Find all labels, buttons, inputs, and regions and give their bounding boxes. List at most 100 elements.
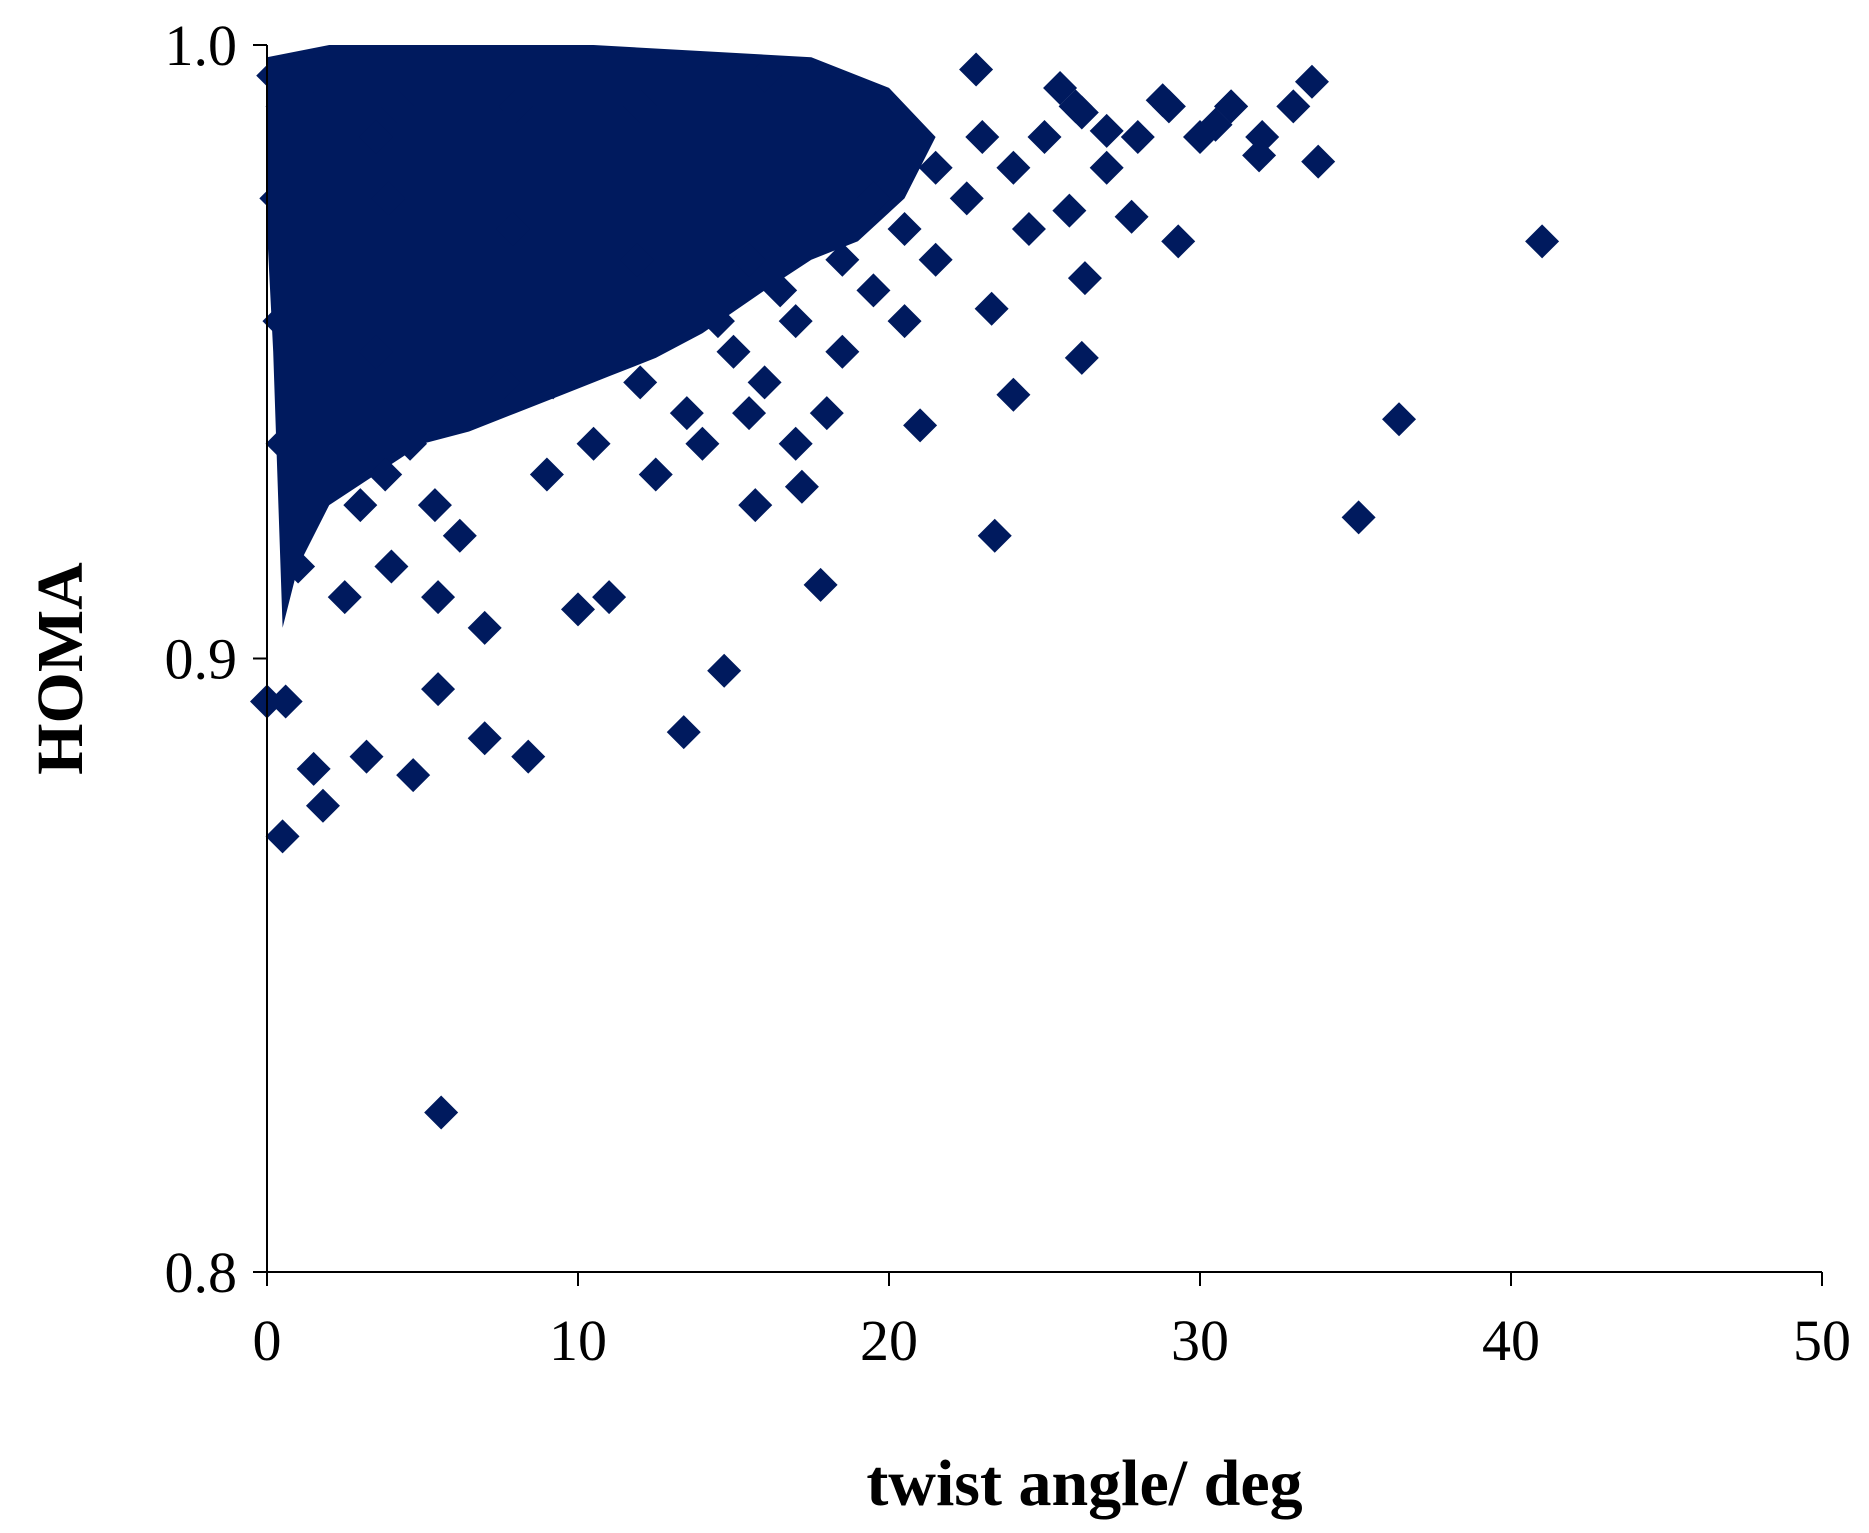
data-point: [498, 89, 533, 124]
data-point: [856, 181, 891, 216]
data-point: [396, 758, 431, 793]
data-point: [918, 150, 953, 185]
data-point: [1089, 150, 1124, 185]
y-axis-ticks: 0.8 0.9 1.0: [165, 13, 267, 1305]
data-point: [825, 242, 860, 277]
data-point: [265, 426, 300, 461]
data-point: [327, 580, 362, 615]
data-point: [1145, 83, 1180, 118]
data-point: [803, 567, 838, 602]
data-point: [654, 58, 689, 93]
data-point: [333, 365, 368, 400]
data-point: [1064, 95, 1099, 130]
data-point: [467, 120, 502, 155]
data-point: [1161, 224, 1196, 259]
data-point: [461, 304, 496, 339]
data-point: [309, 304, 344, 339]
y-tick-label: 0.8: [165, 1240, 238, 1305]
data-point: [1027, 120, 1062, 155]
data-point: [445, 181, 480, 216]
data-point: [638, 457, 673, 492]
y-axis-title: HOMA: [24, 562, 97, 775]
data-point: [486, 365, 521, 400]
data-point: [1089, 113, 1124, 148]
data-point: [561, 592, 595, 627]
data-point: [949, 181, 984, 216]
data-point: [716, 334, 751, 369]
x-tick-label: 40: [1482, 1308, 1540, 1373]
data-point: [887, 212, 922, 247]
data-point: [707, 653, 742, 688]
data-point: [1294, 64, 1329, 99]
data-point: [386, 304, 421, 339]
data-point: [545, 242, 580, 277]
data-point: [436, 334, 471, 369]
data-point: [312, 89, 347, 124]
data-point: [570, 212, 605, 247]
data-point: [421, 212, 456, 247]
data-point: [996, 150, 1031, 185]
data-point: [529, 58, 564, 93]
data-point: [1120, 120, 1155, 155]
x-axis-title: twist angle/ deg: [866, 1447, 1302, 1520]
data-point: [277, 212, 312, 247]
data-point: [1114, 199, 1149, 234]
data-point: [436, 89, 471, 124]
data-points: [250, 45, 1560, 1130]
dense-point-cluster: [267, 45, 936, 628]
data-point: [700, 304, 735, 339]
data-point: [1064, 340, 1099, 375]
data-point: [977, 518, 1012, 553]
data-point: [1341, 500, 1376, 535]
data-point: [1043, 70, 1078, 105]
data-point: [299, 181, 334, 216]
data-point: [738, 488, 773, 523]
x-tick-label: 10: [549, 1308, 607, 1373]
data-point: [268, 684, 303, 719]
data-point: [349, 739, 384, 774]
data-point: [996, 377, 1031, 412]
data-point: [417, 488, 452, 523]
data-point: [592, 580, 627, 615]
data-point: [576, 426, 611, 461]
data-point: [358, 334, 393, 369]
data-point: [965, 120, 1000, 155]
data-point: [262, 304, 297, 339]
data-point: [305, 788, 340, 823]
data-point: [1525, 224, 1560, 259]
data-point: [592, 120, 627, 155]
data-point: [778, 426, 813, 461]
data-point: [1067, 261, 1102, 296]
data-point: [346, 212, 381, 247]
data-point: [424, 1095, 459, 1130]
data-point: [265, 819, 300, 854]
data-point: [666, 715, 701, 750]
x-tick-label: 20: [860, 1308, 918, 1373]
data-point: [685, 426, 720, 461]
data-point: [396, 242, 431, 277]
x-axis-ticks: 0 10 20 30 40 50: [253, 1272, 1851, 1373]
data-point: [374, 549, 409, 584]
data-point: [358, 120, 393, 155]
data-point: [371, 181, 406, 216]
data-point: [520, 181, 555, 216]
data-point: [747, 365, 782, 400]
y-tick-label: 0.9: [165, 627, 238, 692]
data-point: [784, 469, 819, 504]
data-point: [959, 52, 994, 87]
data-point: [595, 181, 630, 216]
data-point: [296, 58, 331, 93]
data-point: [315, 426, 350, 461]
data-point: [825, 334, 860, 369]
data-point: [974, 291, 1009, 326]
data-point: [265, 89, 300, 124]
data-point: [1011, 212, 1046, 247]
data-point: [442, 518, 477, 553]
data-point: [669, 396, 704, 431]
x-tick-label: 30: [1171, 1308, 1229, 1373]
data-point: [620, 242, 655, 277]
data-point: [794, 212, 829, 247]
data-point: [623, 89, 658, 124]
data-point: [421, 672, 456, 707]
data-point: [470, 242, 505, 277]
